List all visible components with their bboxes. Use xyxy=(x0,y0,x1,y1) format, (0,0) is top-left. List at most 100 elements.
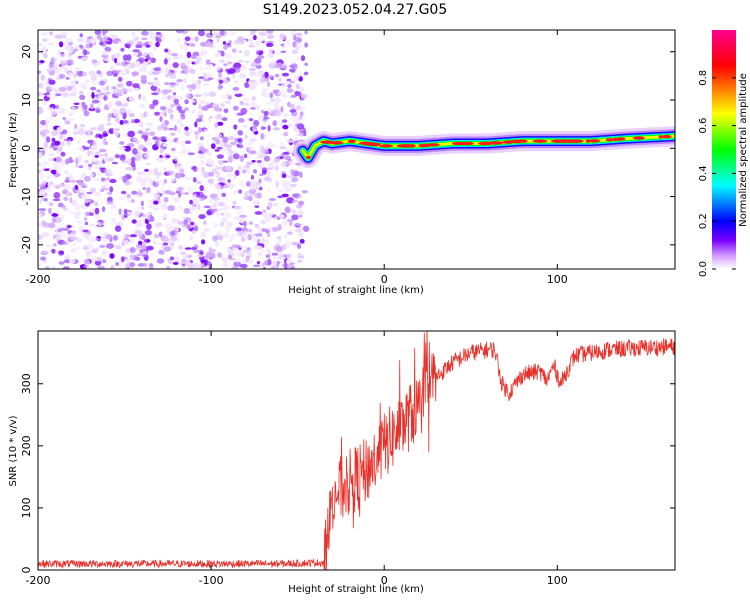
noise-blob xyxy=(243,230,248,237)
noise-blob xyxy=(103,39,110,42)
noise-blob xyxy=(106,122,112,126)
noise-blob xyxy=(278,78,282,82)
noise-blob xyxy=(88,166,92,171)
noise-blob xyxy=(83,217,88,221)
noise-blob xyxy=(84,175,91,182)
noise-blob xyxy=(101,206,106,213)
noise-blob xyxy=(208,171,215,177)
noise-blob xyxy=(196,129,200,135)
noise-blob xyxy=(189,128,195,133)
noise-blob xyxy=(63,207,68,211)
colorbar-gradient xyxy=(712,30,736,269)
noise-blob xyxy=(226,229,230,233)
noise-blob xyxy=(223,63,228,66)
noise-blob xyxy=(51,213,59,217)
noise-blob xyxy=(59,133,64,140)
noise-blob xyxy=(47,107,55,111)
noise-blob xyxy=(109,66,116,71)
noise-blob xyxy=(57,50,61,55)
noise-blob xyxy=(233,80,239,84)
noise-blob xyxy=(254,57,262,64)
noise-blob xyxy=(109,178,117,184)
noise-blob xyxy=(208,246,213,253)
noise-blob xyxy=(146,187,151,191)
noise-blob xyxy=(89,103,94,110)
noise-blob xyxy=(206,210,212,216)
ridge-peak xyxy=(467,141,473,146)
noise-blob xyxy=(144,58,149,62)
noise-blob xyxy=(180,113,186,120)
noise-blob xyxy=(180,70,185,74)
noise-blob xyxy=(91,248,98,254)
ridge-peak xyxy=(490,141,504,145)
noise-blob xyxy=(121,160,128,164)
noise-blob xyxy=(86,79,90,82)
noise-blob xyxy=(63,134,68,140)
noise-blob xyxy=(212,235,218,242)
noise-blob xyxy=(115,69,122,73)
noise-blob xyxy=(188,211,192,215)
noise-blob xyxy=(296,164,304,169)
noise-blob xyxy=(106,200,114,205)
noise-blob xyxy=(145,122,154,126)
noise-blob xyxy=(192,197,200,205)
noise-blob xyxy=(45,266,50,269)
noise-blob xyxy=(152,181,159,188)
noise-blob xyxy=(251,96,256,101)
noise-blob xyxy=(290,169,295,175)
noise-blob xyxy=(300,55,306,62)
noise-blob xyxy=(228,95,232,100)
noise-blob xyxy=(218,79,224,84)
noise-blob xyxy=(285,40,291,46)
noise-blob xyxy=(267,258,272,266)
noise-blob xyxy=(114,225,122,232)
noise-blob xyxy=(160,203,168,210)
noise-blob xyxy=(298,132,305,137)
noise-blob xyxy=(239,64,247,71)
noise-blob xyxy=(280,65,288,69)
noise-blob xyxy=(39,51,45,55)
noise-blob xyxy=(77,147,85,151)
noise-blob xyxy=(199,185,204,192)
noise-blob xyxy=(203,220,207,225)
noise-blob xyxy=(192,165,198,172)
noise-blob xyxy=(190,37,195,41)
noise-blob xyxy=(142,69,147,73)
noise-blob xyxy=(119,141,125,145)
noise-blob xyxy=(70,80,77,87)
noise-blob xyxy=(220,212,225,216)
noise-blob xyxy=(163,58,168,65)
noise-blob xyxy=(53,147,58,151)
noise-blob xyxy=(162,96,167,100)
y-tick-label: 200 xyxy=(20,435,33,456)
noise-blob xyxy=(214,211,222,216)
ridge-peak xyxy=(347,139,356,143)
noise-blob xyxy=(105,85,110,91)
noise-blob xyxy=(124,67,129,72)
noise-blob xyxy=(47,181,53,188)
noise-blob xyxy=(84,221,89,226)
ridge-peak xyxy=(658,135,664,139)
noise-blob xyxy=(102,259,107,264)
noise-blob xyxy=(149,131,156,136)
noise-blob xyxy=(55,110,61,114)
noise-blob xyxy=(129,113,135,118)
noise-blob xyxy=(291,177,299,182)
noise-blob xyxy=(61,92,69,98)
noise-blob xyxy=(90,187,96,193)
noise-blob xyxy=(216,146,223,150)
noise-blob xyxy=(216,154,224,159)
noise-blob xyxy=(146,245,154,251)
noise-blob xyxy=(205,59,211,65)
noise-blob xyxy=(180,123,184,128)
noise-blob xyxy=(248,221,254,225)
noise-blob xyxy=(77,179,82,186)
noise-blob xyxy=(248,68,256,71)
noise-blob xyxy=(110,264,115,269)
noise-blob xyxy=(261,249,266,252)
noise-blob xyxy=(166,170,175,176)
noise-blob xyxy=(217,187,222,195)
noise-blob xyxy=(201,148,208,153)
noise-blob xyxy=(91,99,100,104)
noise-blob xyxy=(152,80,161,87)
